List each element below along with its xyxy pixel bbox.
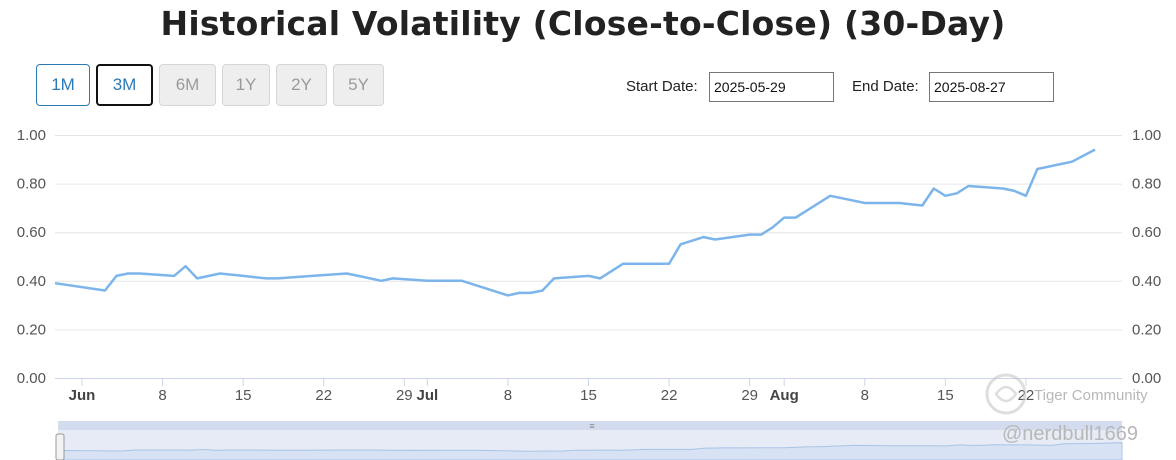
x-tick-label: 15 <box>937 387 954 404</box>
watermark: Tiger Community @nerdbull1669 <box>985 373 1148 445</box>
range-button-1y[interactable]: 1Y <box>222 64 270 106</box>
range-button-1m[interactable]: 1M <box>36 64 90 106</box>
y-tick-label-right: 1.00 <box>1132 127 1161 144</box>
x-tick-label: 8 <box>158 387 166 404</box>
watermark-handle: @nerdbull1669 <box>1002 423 1138 445</box>
range-button-5y[interactable]: 5Y <box>333 64 384 106</box>
y-tick-label-right: 0.60 <box>1132 224 1161 241</box>
x-tick-label: 15 <box>235 387 252 404</box>
end-date-label: End Date: <box>852 78 919 95</box>
x-tick-label: Jun <box>69 387 96 404</box>
x-tick-label: Jul <box>416 387 438 404</box>
y-tick-label-right: 0.00 <box>1132 370 1161 387</box>
x-tick-label: 22 <box>315 387 332 404</box>
navigator-scrollbar[interactable] <box>58 421 1122 430</box>
y-tick-label-left: 0.60 <box>17 224 46 241</box>
series-line <box>54 148 1096 297</box>
navigator-grip-icon[interactable]: ≡ <box>589 421 594 431</box>
y-tick-label-left: 0.20 <box>17 321 46 338</box>
y-tick-label-right: 0.20 <box>1132 321 1161 338</box>
range-button-6m[interactable]: 6M <box>159 64 216 106</box>
x-tick-label: 15 <box>580 387 597 404</box>
y-tick-label-left: 1.00 <box>17 127 46 144</box>
x-tick-label: Aug <box>770 387 799 404</box>
x-tick-label: 29 <box>396 387 413 404</box>
navigator[interactable]: ≡ <box>55 421 1123 460</box>
watermark-community: Tiger Community <box>1034 387 1148 404</box>
navigator-handle-left[interactable] <box>55 433 65 460</box>
y-tick-label-right: 0.40 <box>1132 273 1161 290</box>
x-axis: Jun 8 15 22 29 Jul 8 15 22 29 Aug 8 15 22 <box>69 378 1034 404</box>
x-tick-label: 8 <box>861 387 869 404</box>
y-axis-left: 0.00 0.20 0.40 0.60 0.80 1.00 <box>17 127 46 387</box>
y-tick-label-right: 0.80 <box>1132 176 1161 193</box>
y-tick-label-left: 0.00 <box>17 370 46 387</box>
series-group <box>54 148 1096 297</box>
x-tick-label: 8 <box>504 387 512 404</box>
start-date-input[interactable] <box>709 72 834 102</box>
range-button-2y[interactable]: 2Y <box>276 64 327 106</box>
start-date-label: Start Date: <box>626 78 698 95</box>
y-tick-label-left: 0.40 <box>17 273 46 290</box>
chart-title: Historical Volatility (Close-to-Close) (… <box>160 4 1006 43</box>
navigator-series <box>63 442 1123 460</box>
end-date-input[interactable] <box>929 72 1054 102</box>
x-tick-label: 22 <box>661 387 678 404</box>
grid-lines <box>55 135 1122 331</box>
x-tick-label: 29 <box>741 387 758 404</box>
y-tick-label-left: 0.80 <box>17 176 46 193</box>
y-axis-right: 0.00 0.20 0.40 0.60 0.80 1.00 <box>1132 127 1161 387</box>
range-button-3m[interactable]: 3M <box>96 64 153 106</box>
tiger-logo <box>985 373 1027 415</box>
